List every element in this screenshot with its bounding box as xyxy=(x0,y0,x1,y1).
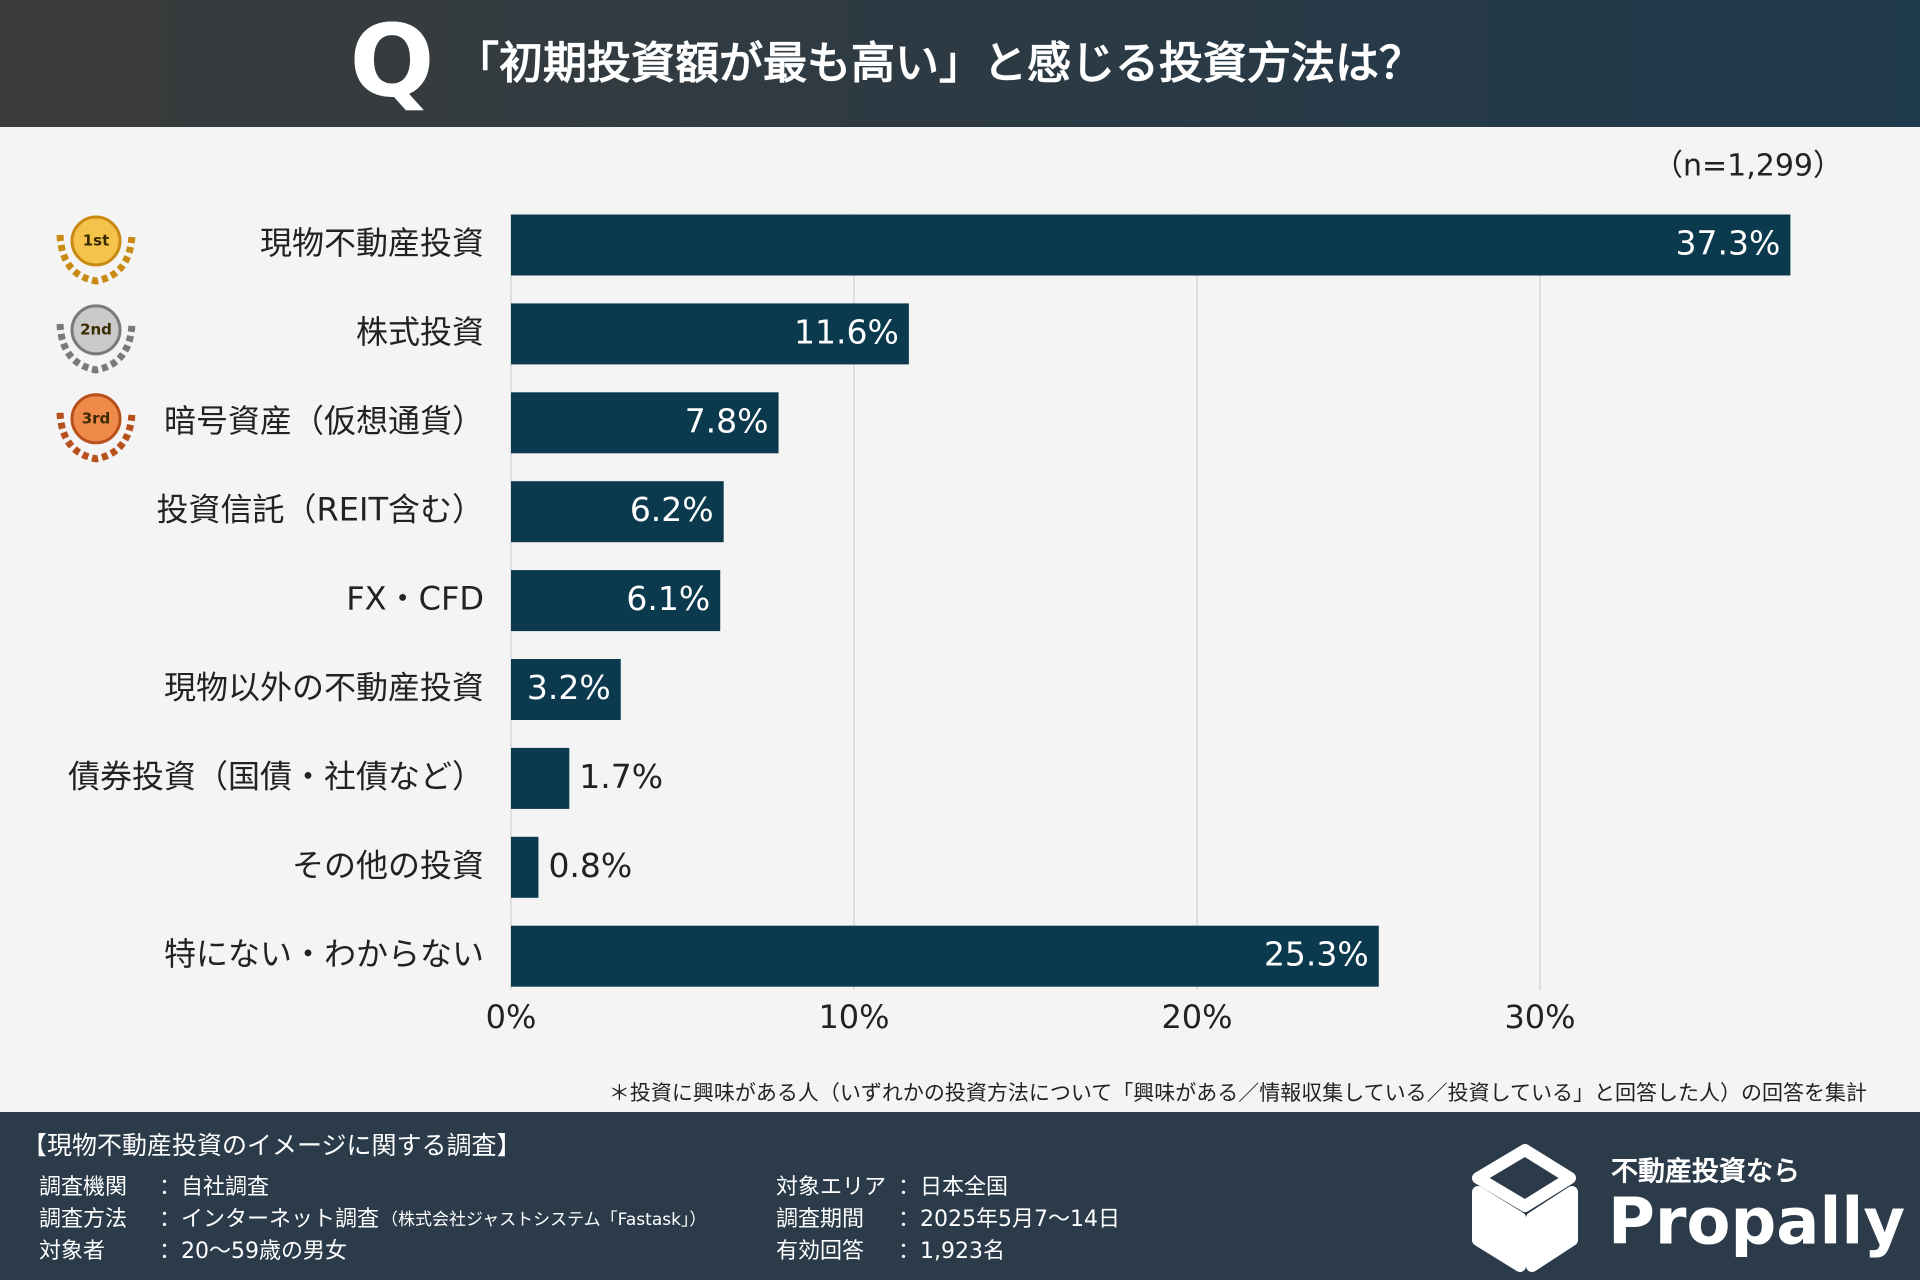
info-value: ：1,923名 xyxy=(898,1239,1005,1264)
medal-disc xyxy=(70,304,122,356)
value-label: 6.2% xyxy=(630,490,714,529)
value-label: 0.8% xyxy=(548,846,632,885)
footer-title: 【現物不動産投資のイメージに関する調査】 xyxy=(22,1131,522,1160)
logo-left xyxy=(1472,1186,1526,1272)
logo-icon xyxy=(1472,1144,1578,1272)
medal-disc xyxy=(70,393,122,445)
medal-disc xyxy=(70,215,122,267)
info-value: ：インターネット調査 xyxy=(159,1207,379,1232)
q-mark: Q xyxy=(349,2,434,119)
medal-wreath xyxy=(56,412,136,463)
bar xyxy=(511,481,724,543)
bar xyxy=(511,392,779,454)
value-label: 3.2% xyxy=(527,668,611,707)
bar xyxy=(511,303,909,365)
medal: 3rd xyxy=(56,393,136,463)
value-label: 11.6% xyxy=(794,312,899,351)
sample-size: （n=1,299） xyxy=(1653,149,1843,184)
medal: 2nd xyxy=(56,304,136,374)
logo-tagline: 不動産投資なら xyxy=(1611,1156,1800,1188)
info-label: 対象者 xyxy=(39,1239,105,1264)
bar xyxy=(511,214,1791,276)
category-label: 暗号資産（仮想通貨） xyxy=(164,402,484,440)
value-label: 25.3% xyxy=(1264,935,1369,974)
medal-wreath xyxy=(56,323,136,374)
value-label: 37.3% xyxy=(1676,224,1781,263)
value-label: 1.7% xyxy=(579,757,663,796)
medal-label: 1st xyxy=(83,232,110,250)
bar xyxy=(511,659,621,720)
info-note: （株式会社ジャストシステム「Fastask」） xyxy=(381,1210,706,1230)
category-label: 投資信託（REIT含む） xyxy=(157,491,484,529)
info-value: ：2025年5月7〜14日 xyxy=(898,1207,1120,1232)
medal: 1st xyxy=(56,215,136,285)
bar xyxy=(511,925,1379,987)
header xyxy=(0,0,1920,127)
category-label: その他の投資 xyxy=(292,846,484,884)
category-label: 現物不動産投資 xyxy=(260,224,484,262)
info-label: 調査機関 xyxy=(39,1175,127,1200)
info-label: 調査期間 xyxy=(776,1207,864,1232)
value-label: 6.1% xyxy=(626,579,710,618)
info-value: ：20〜59歳の男女 xyxy=(159,1239,347,1264)
info-label: 対象エリア xyxy=(776,1175,886,1200)
info-value: ：自社調査 xyxy=(159,1175,269,1200)
info-value: ：日本全国 xyxy=(898,1175,1008,1200)
info-label: 有効回答 xyxy=(776,1239,864,1264)
x-tick-label: 30% xyxy=(1504,998,1575,1036)
x-tick-label: 20% xyxy=(1161,998,1232,1036)
category-label: 株式投資 xyxy=(356,313,484,351)
logo-top xyxy=(1472,1144,1576,1212)
bar xyxy=(511,570,721,632)
bar xyxy=(511,836,539,898)
category-label: 債券投資（国債・社債など） xyxy=(68,757,484,795)
value-label: 7.8% xyxy=(685,401,769,440)
medal-label: 2nd xyxy=(80,320,112,338)
category-label: 特にない・わからない xyxy=(164,935,484,973)
category-label: FX・CFD xyxy=(346,580,484,618)
x-tick-label: 10% xyxy=(818,998,889,1036)
logo-name: Propally xyxy=(1608,1186,1905,1260)
logo-right xyxy=(1526,1186,1578,1272)
medal-wreath xyxy=(56,234,136,285)
footer xyxy=(0,1112,1920,1280)
info-label: 調査方法 xyxy=(39,1207,127,1232)
medal-label: 3rd xyxy=(82,409,111,427)
x-tick-label: 0% xyxy=(486,998,537,1036)
note: ＊投資に興味がある人（いずれかの投資方法について「興味がある／情報収集している／… xyxy=(609,1081,1867,1105)
title: 「初期投資額が最も高い」と感じる投資方法は？ xyxy=(455,38,1423,89)
category-label: 現物以外の不動産投資 xyxy=(164,669,484,707)
bar xyxy=(511,747,570,809)
